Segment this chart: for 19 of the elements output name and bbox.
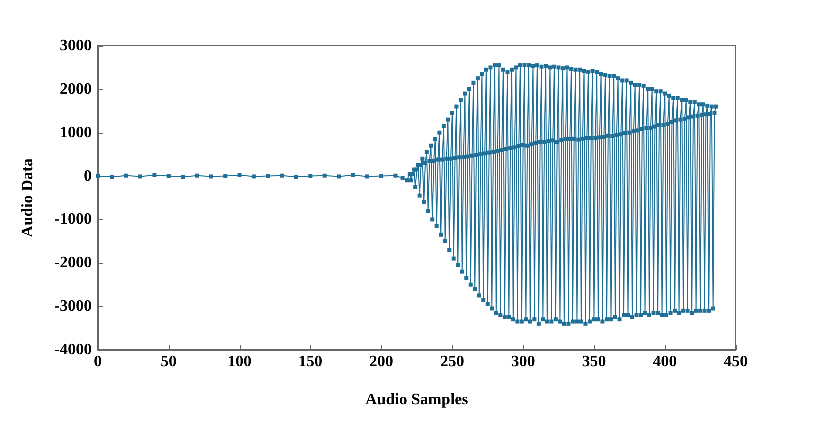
x-tick-label: 450 xyxy=(724,354,748,370)
x-tick-label: 250 xyxy=(440,354,464,370)
y-tick-label: -3000 xyxy=(54,298,92,316)
x-tick-label: 350 xyxy=(582,354,606,370)
y-tick-label: 3000 xyxy=(60,38,92,54)
x-tick-label: 400 xyxy=(653,354,678,370)
x-tick-label: 100 xyxy=(228,354,252,370)
x-tick-label: 300 xyxy=(511,354,536,370)
x-tick-label: 50 xyxy=(160,354,177,370)
x-axis-title: Audio Samples xyxy=(366,392,468,408)
y-tick-label: 1000 xyxy=(60,124,92,142)
x-tick-label: 150 xyxy=(298,354,323,370)
y-tick-label: -4000 xyxy=(54,342,92,358)
y-tick-label: -1000 xyxy=(54,211,92,228)
y-tick-label: 2000 xyxy=(60,80,92,98)
y-tick-label: -2000 xyxy=(54,254,92,272)
y-axis-title: Audio Data xyxy=(20,158,36,238)
x-tick-label: 200 xyxy=(370,354,394,370)
y-tick-label: 0 xyxy=(84,168,92,185)
